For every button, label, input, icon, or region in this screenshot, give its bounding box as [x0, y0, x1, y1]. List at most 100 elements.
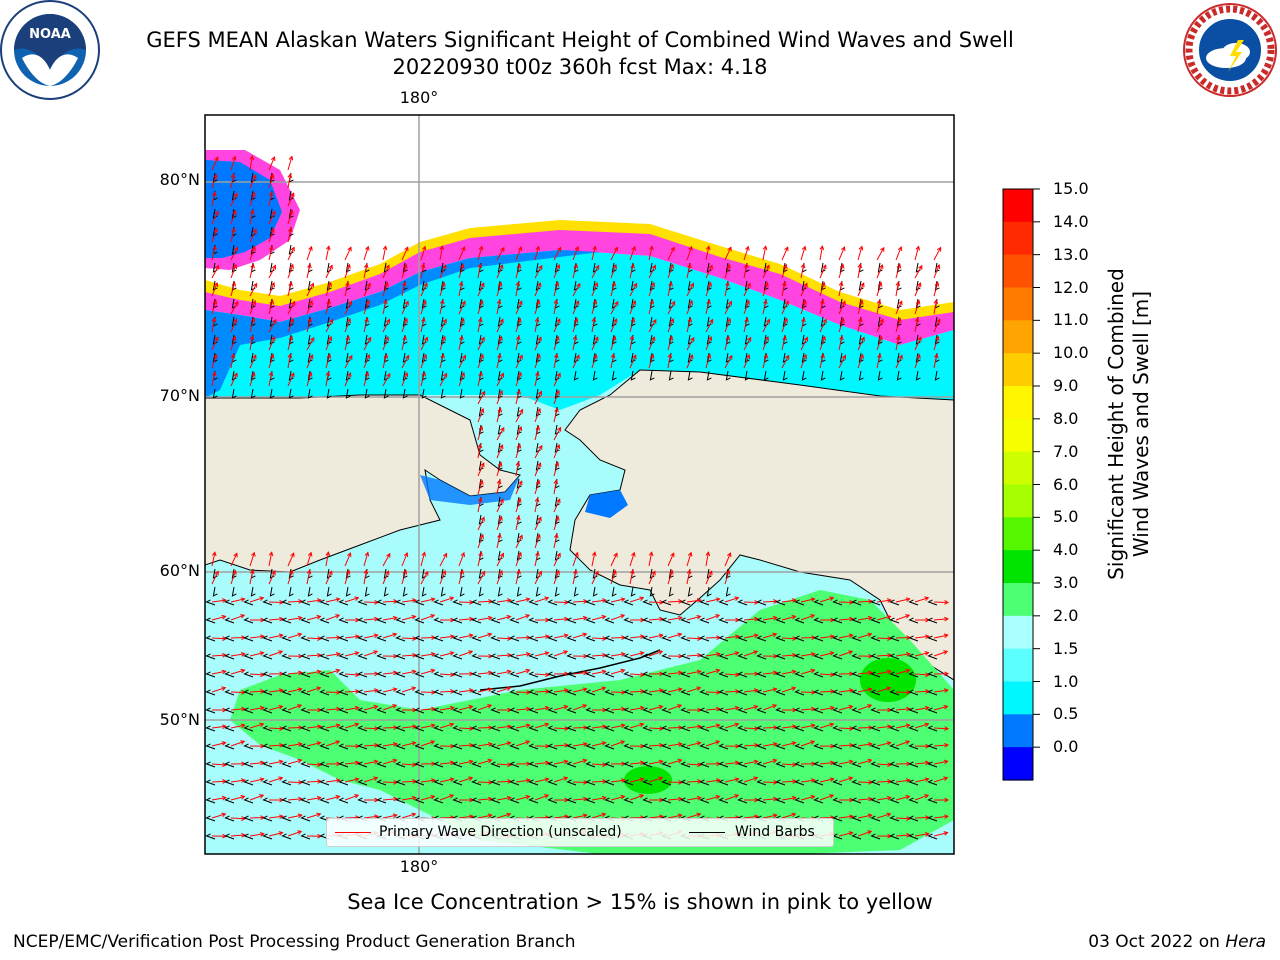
wind-barb: [832, 761, 843, 768]
wave-direction-arrowhead: [707, 336, 713, 342]
wave-direction-arrow: [914, 794, 929, 801]
wave-direction-arrow: [287, 814, 302, 819]
wave-direction-arrow: [477, 688, 492, 693]
wave-direction-arrow: [401, 763, 417, 766]
wind-barb: [585, 707, 596, 714]
wind-barb: [440, 334, 446, 345]
wave-direction-arrow: [211, 156, 219, 171]
wave-direction-arrow: [857, 318, 862, 333]
wave-direction-arrow: [800, 740, 815, 747]
wind-barb: [300, 599, 311, 606]
wave-direction-arrowhead: [479, 479, 484, 485]
wave-direction-arrowhead: [867, 615, 873, 621]
wave-direction-arrow: [401, 264, 407, 279]
wave-direction-arrowhead: [631, 245, 636, 251]
wave-direction-arrowhead: [535, 371, 540, 377]
wave-direction-arrow: [230, 373, 238, 387]
wave-direction-arrowhead: [449, 794, 455, 799]
wave-direction-arrowhead: [553, 479, 559, 485]
wave-direction-arrow: [857, 264, 861, 279]
wave-direction-arrow: [211, 725, 226, 729]
wave-direction-arrow: [724, 318, 731, 333]
wind-barb: [547, 743, 558, 750]
wind-barb: [326, 388, 332, 399]
wave-direction-arrowhead: [278, 704, 284, 710]
wind-barb: [231, 190, 237, 201]
wave-direction-arrow: [458, 634, 473, 639]
wind-barb: [870, 671, 881, 678]
wind-barb: [775, 725, 786, 732]
wave-direction-arrowhead: [309, 282, 314, 288]
wave-direction-arrowhead: [620, 740, 626, 745]
wave-direction-arrow: [629, 552, 635, 567]
wave-direction-arrow: [325, 724, 340, 729]
wave-direction-arrow: [420, 614, 435, 621]
wave-direction-arrowhead: [696, 686, 702, 691]
wind-barb: [262, 653, 273, 660]
wave-direction-arrowhead: [632, 282, 638, 288]
wind-barb: [300, 689, 311, 696]
wave-direction-arrow: [933, 777, 948, 783]
wave-direction-arrow: [610, 598, 625, 603]
wave-direction-arrow: [420, 283, 428, 297]
colorbar-tick-label: 13.0: [1053, 244, 1089, 264]
wind-barb: [851, 635, 862, 642]
wave-direction-arrowhead: [374, 742, 380, 748]
wave-direction-arrowhead: [620, 652, 626, 657]
wave-direction-arrow: [876, 282, 882, 297]
wave-direction-arrowhead: [753, 650, 759, 655]
wave-direction-arrow: [249, 762, 264, 765]
colorbar-segment: [1003, 353, 1033, 387]
wind-barb: [497, 388, 503, 399]
wind-barb: [205, 815, 216, 822]
wave-direction-arrow: [458, 318, 465, 333]
wave-direction-arrowhead: [392, 704, 398, 709]
wave-direction-arrowhead: [499, 552, 504, 558]
wave-direction-arrowhead: [792, 724, 797, 730]
wave-direction-arrowhead: [715, 794, 721, 800]
wave-direction-arrow: [819, 690, 835, 693]
wave-direction-arrowhead: [745, 299, 750, 305]
wave-direction-arrow: [743, 777, 758, 783]
wave-direction-arrowhead: [499, 372, 504, 378]
wave-direction-arrow: [515, 372, 522, 387]
wave-direction-arrowhead: [335, 652, 341, 657]
wave-direction-arrow: [724, 652, 739, 657]
wave-direction-arrow: [325, 319, 334, 333]
wave-direction-arrow: [325, 598, 340, 603]
wave-direction-arrow: [363, 552, 369, 567]
wind-barb: [794, 707, 805, 714]
wind-barb: [737, 761, 748, 768]
wave-direction-arrow: [363, 634, 378, 639]
wind-barb: [858, 352, 864, 363]
wave-direction-arrowhead: [240, 614, 246, 619]
wind-barb: [889, 815, 900, 822]
wave-direction-arrow: [762, 617, 777, 621]
wind-barb: [604, 707, 615, 714]
wind-barb: [934, 262, 940, 273]
wind-barb: [611, 262, 617, 273]
wave-direction-arrowhead: [696, 741, 702, 746]
wave-direction-arrowhead: [602, 724, 607, 730]
wind-barb: [877, 262, 883, 273]
wave-direction-arrow: [781, 318, 788, 333]
wave-direction-arrowhead: [538, 444, 543, 450]
wave-direction-arrow: [610, 553, 618, 567]
wave-direction-arrow: [876, 797, 891, 801]
wave-direction-arrowhead: [801, 245, 807, 251]
wind-barb: [851, 725, 862, 732]
wave-direction-arrowhead: [269, 245, 274, 251]
wave-direction-arrowhead: [213, 173, 218, 179]
wave-direction-arrowhead: [259, 832, 265, 837]
wave-direction-arrowhead: [259, 651, 265, 656]
wave-direction-arrow: [705, 653, 720, 657]
wave-direction-arrowhead: [365, 354, 371, 360]
wave-direction-arrowhead: [726, 317, 731, 323]
wave-direction-arrowhead: [867, 742, 873, 747]
wave-direction-arrow: [572, 283, 581, 297]
wave-direction-arrowhead: [593, 353, 598, 359]
wave-direction-arrow: [211, 336, 219, 351]
wind-barb: [300, 635, 311, 642]
wave-direction-arrow: [363, 689, 378, 693]
wave-direction-arrow: [705, 779, 720, 783]
